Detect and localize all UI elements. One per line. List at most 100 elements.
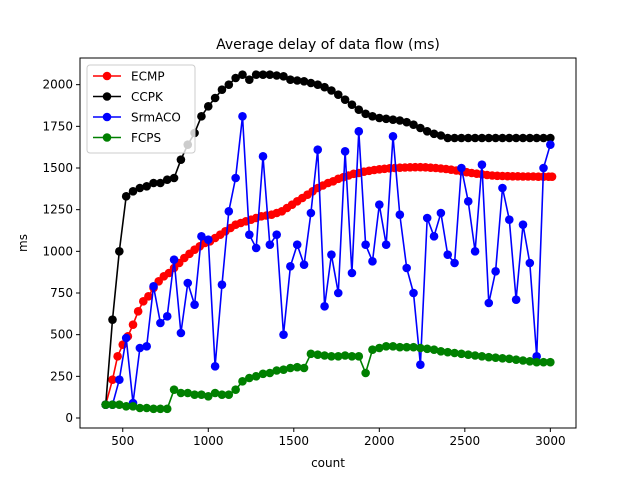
series-fcps	[101, 342, 555, 414]
series-fcps-point	[156, 404, 165, 414]
series-fcps-point	[477, 352, 487, 361]
series-fcps-point	[511, 355, 521, 364]
series-ccpk-point	[197, 112, 206, 121]
series-ccpk	[101, 70, 555, 409]
series-fcps-point	[231, 385, 240, 394]
series-ccpk-point	[203, 102, 213, 111]
series-srmaco-line	[105, 115, 552, 406]
series-fcps-point	[142, 403, 152, 413]
series-fcps-point	[190, 390, 199, 399]
legend-srmaco-label: SrmACO	[131, 111, 181, 125]
series-srmaco-point	[347, 268, 357, 278]
series-fcps-point	[409, 342, 418, 352]
series-srmaco-point	[546, 140, 555, 149]
legend-fcps-label: FCPS	[131, 131, 161, 145]
series-ccpk-point	[539, 133, 548, 143]
series-srmaco-point	[210, 362, 220, 371]
series-ccpk-point	[518, 133, 528, 143]
chart-title: Average delay of data flow (ms)	[216, 37, 440, 53]
series-ccpk-point	[450, 133, 459, 143]
series-ccpk-point	[251, 70, 261, 79]
series-fcps-point	[135, 403, 145, 413]
y-tick-label: 1250	[42, 203, 73, 217]
series-fcps-point	[518, 356, 528, 365]
series-fcps-point	[169, 385, 179, 394]
series-ccpk-point	[525, 133, 535, 143]
series-srmaco-point	[436, 208, 446, 218]
series-srmaco-point	[333, 288, 343, 298]
series-ecmp-point	[133, 307, 143, 316]
series-ecmp-point	[547, 172, 557, 181]
series-fcps-point	[279, 365, 288, 374]
y-tick-label: 750	[50, 286, 73, 300]
series-srmaco-point	[265, 240, 275, 249]
legend-ccpk-marker	[102, 92, 112, 101]
series-srmaco-point	[162, 312, 172, 321]
series-srmaco-point	[463, 197, 473, 206]
series-fcps-point	[245, 373, 254, 383]
x-tick-label: 2000	[364, 434, 395, 448]
series-fcps-point	[340, 351, 350, 360]
series-fcps-point	[491, 353, 500, 362]
series-srmaco-point	[429, 232, 439, 241]
series-srmaco-point	[422, 213, 432, 223]
x-axis-ticks: 500 1000 1500 2000 2500 3000	[111, 428, 566, 448]
series-fcps-point	[292, 362, 302, 372]
series-srmaco-point	[539, 163, 548, 173]
legend-fcps-marker	[102, 133, 112, 142]
series-srmaco-point	[299, 260, 309, 269]
series-fcps-point	[368, 345, 377, 354]
series-srmaco-point	[361, 240, 370, 249]
series-fcps-point	[149, 404, 158, 414]
series-srmaco-point	[354, 127, 364, 136]
series-fcps-point	[498, 354, 507, 363]
series-ccpk-point	[504, 133, 514, 143]
series-ccpk-point	[115, 247, 124, 256]
series-ccpk-point	[149, 178, 158, 188]
series-fcps-point	[217, 390, 227, 399]
series-ccpk-point	[498, 133, 507, 143]
y-axis-label: ms	[16, 234, 30, 252]
series-srmaco-point	[525, 258, 535, 268]
series-ccpk-point	[279, 72, 288, 81]
series-ccpk-point	[511, 133, 521, 143]
series-srmaco-point	[504, 215, 514, 224]
x-axis-label: count	[311, 456, 345, 470]
series-srmaco-point	[272, 230, 281, 239]
series-ccpk-point	[409, 120, 418, 129]
series-ccpk-point	[484, 133, 494, 143]
series-fcps-point	[484, 352, 494, 362]
series-srmaco-point	[313, 145, 323, 154]
series-ccpk-point	[546, 133, 555, 143]
series-ccpk-point	[142, 182, 152, 191]
series-fcps-point	[429, 345, 439, 354]
series-fcps-point	[272, 366, 281, 375]
series-ccpk-point	[217, 85, 227, 94]
series-srmaco-point	[279, 330, 288, 339]
y-tick-label: 0	[65, 411, 73, 425]
series-srmaco-point	[368, 257, 377, 266]
series-srmaco-point	[231, 173, 240, 183]
series-srmaco-point	[416, 360, 425, 369]
series-srmaco-point	[169, 255, 179, 264]
series-fcps-point	[457, 349, 466, 359]
series-srmaco-point	[245, 230, 254, 239]
plot-area-frame	[79, 57, 577, 429]
series-ccpk-point	[381, 114, 391, 124]
series-fcps-point	[176, 388, 186, 398]
series-srmaco-point	[135, 343, 145, 353]
series-srmaco-point	[142, 342, 152, 351]
series-ccpk-point	[368, 112, 377, 121]
series-fcps-point	[320, 351, 329, 360]
series-srmaco-point	[402, 263, 411, 273]
series-ccpk-point	[210, 93, 220, 103]
series-ccpk-point	[463, 133, 473, 143]
series-fcps-point	[183, 388, 193, 398]
series-ccpk-point	[156, 178, 165, 188]
series-fcps-point	[532, 357, 541, 367]
series-srmaco-point	[388, 132, 398, 141]
series-fcps-point	[115, 400, 124, 409]
series-ccpk-point	[121, 192, 131, 201]
series-ccpk-point	[108, 315, 117, 324]
series-srmaco-point	[306, 208, 316, 218]
